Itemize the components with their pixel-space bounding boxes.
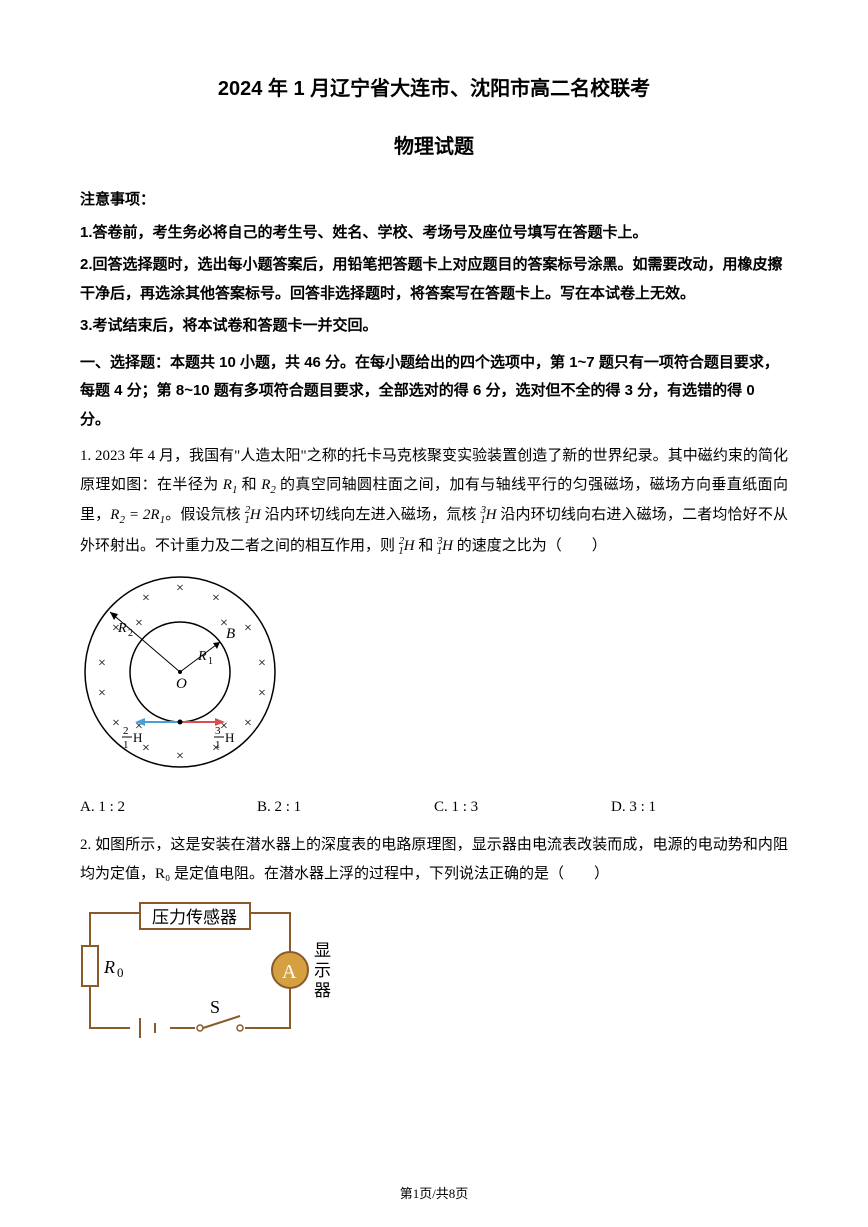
H3b: 31H: [437, 538, 453, 554]
options-q1: A. 1 : 2 B. 2 : 1 C. 1 : 3 D. 3 : 1: [80, 793, 788, 822]
svg-text:B: B: [226, 626, 235, 642]
q1-text-b: 和: [237, 477, 261, 493]
svg-text:S: S: [210, 997, 220, 1017]
svg-text:H: H: [225, 730, 234, 745]
svg-text:R: R: [117, 621, 127, 636]
eq: R2 = 2R1: [110, 507, 165, 523]
R1: R1: [223, 477, 238, 493]
question-2: 2. 如图所示，这是安装在潜水器上的深度表的电路原理图，显示器由电流表改装而成，…: [80, 831, 788, 888]
svg-text:3: 3: [215, 725, 221, 737]
q1-text-d: 。假设氘核: [165, 507, 245, 523]
svg-text:×: ×: [176, 581, 184, 596]
notice-2: 2.回答选择题时，选出每小题答案后，用铅笔把答题卡上对应题目的答案标号涂黑。如需…: [80, 251, 788, 308]
svg-text:×: ×: [98, 686, 106, 701]
page-footer: 第1页/共8页: [0, 1182, 868, 1207]
H3a: 31H: [481, 507, 497, 523]
svg-text:1: 1: [208, 656, 213, 667]
svg-text:×: ×: [244, 621, 252, 636]
svg-text:O: O: [176, 676, 187, 692]
notice-1: 1.答卷前，考生务必将自己的考生号、姓名、学校、考场号及座位号填写在答题卡上。: [80, 219, 788, 248]
svg-text:R: R: [197, 649, 207, 664]
title-sub: 物理试题: [80, 128, 788, 166]
option-b: B. 2 : 1: [257, 793, 434, 822]
svg-text:×: ×: [98, 656, 106, 671]
option-c: C. 1 : 3: [434, 793, 611, 822]
figure-1: ××× ×× ×× ×× ×× ××× ×× ×× O R1 R2 B 2 1 …: [80, 572, 788, 783]
svg-text:显: 显: [314, 941, 331, 960]
q1-text-e: 沿内环切线向左进入磁场，氚核: [261, 507, 481, 523]
svg-text:×: ×: [176, 749, 184, 764]
q1-text-g: 和: [415, 538, 438, 554]
svg-text:×: ×: [142, 591, 150, 606]
svg-text:1: 1: [123, 739, 129, 751]
option-a: A. 1 : 2: [80, 793, 257, 822]
svg-text:×: ×: [244, 716, 252, 731]
svg-text:×: ×: [135, 616, 143, 631]
sensor-label: 压力传感器: [152, 908, 237, 927]
svg-text:2: 2: [123, 725, 129, 737]
svg-text:H: H: [133, 730, 142, 745]
svg-text:示: 示: [314, 961, 331, 980]
svg-text:A: A: [282, 961, 297, 983]
option-d: D. 3 : 1: [611, 793, 788, 822]
svg-text:2: 2: [128, 628, 133, 639]
title-main: 2024 年 1 月辽宁省大连市、沈阳市高二名校联考: [80, 70, 788, 108]
svg-text:×: ×: [112, 716, 120, 731]
svg-text:1: 1: [215, 739, 221, 751]
q1-text-h: 的速度之比为（ ）: [453, 538, 607, 554]
svg-text:×: ×: [142, 741, 150, 756]
svg-text:R: R: [103, 957, 115, 977]
figure-2: 压力传感器 R0 S A 显 示 器: [80, 898, 788, 1059]
svg-text:×: ×: [212, 591, 220, 606]
notice-3: 3.考试结束后，将本试卷和答题卡一并交回。: [80, 312, 788, 341]
question-1: 1. 2023 年 4 月，我国有"人造太阳"之称的托卡马克核聚变实验装置创造了…: [80, 442, 788, 562]
svg-text:×: ×: [258, 656, 266, 671]
svg-text:0: 0: [117, 965, 124, 980]
H2a: 21H: [245, 507, 261, 523]
svg-text:×: ×: [258, 686, 266, 701]
svg-text:器: 器: [314, 981, 331, 1000]
section-heading: 一、选择题：本题共 10 小题，共 46 分。在每小题给出的四个选项中，第 1~…: [80, 349, 788, 435]
H2b: 21H: [399, 538, 415, 554]
R2: R2: [261, 477, 276, 493]
notice-heading: 注意事项：: [80, 186, 788, 215]
